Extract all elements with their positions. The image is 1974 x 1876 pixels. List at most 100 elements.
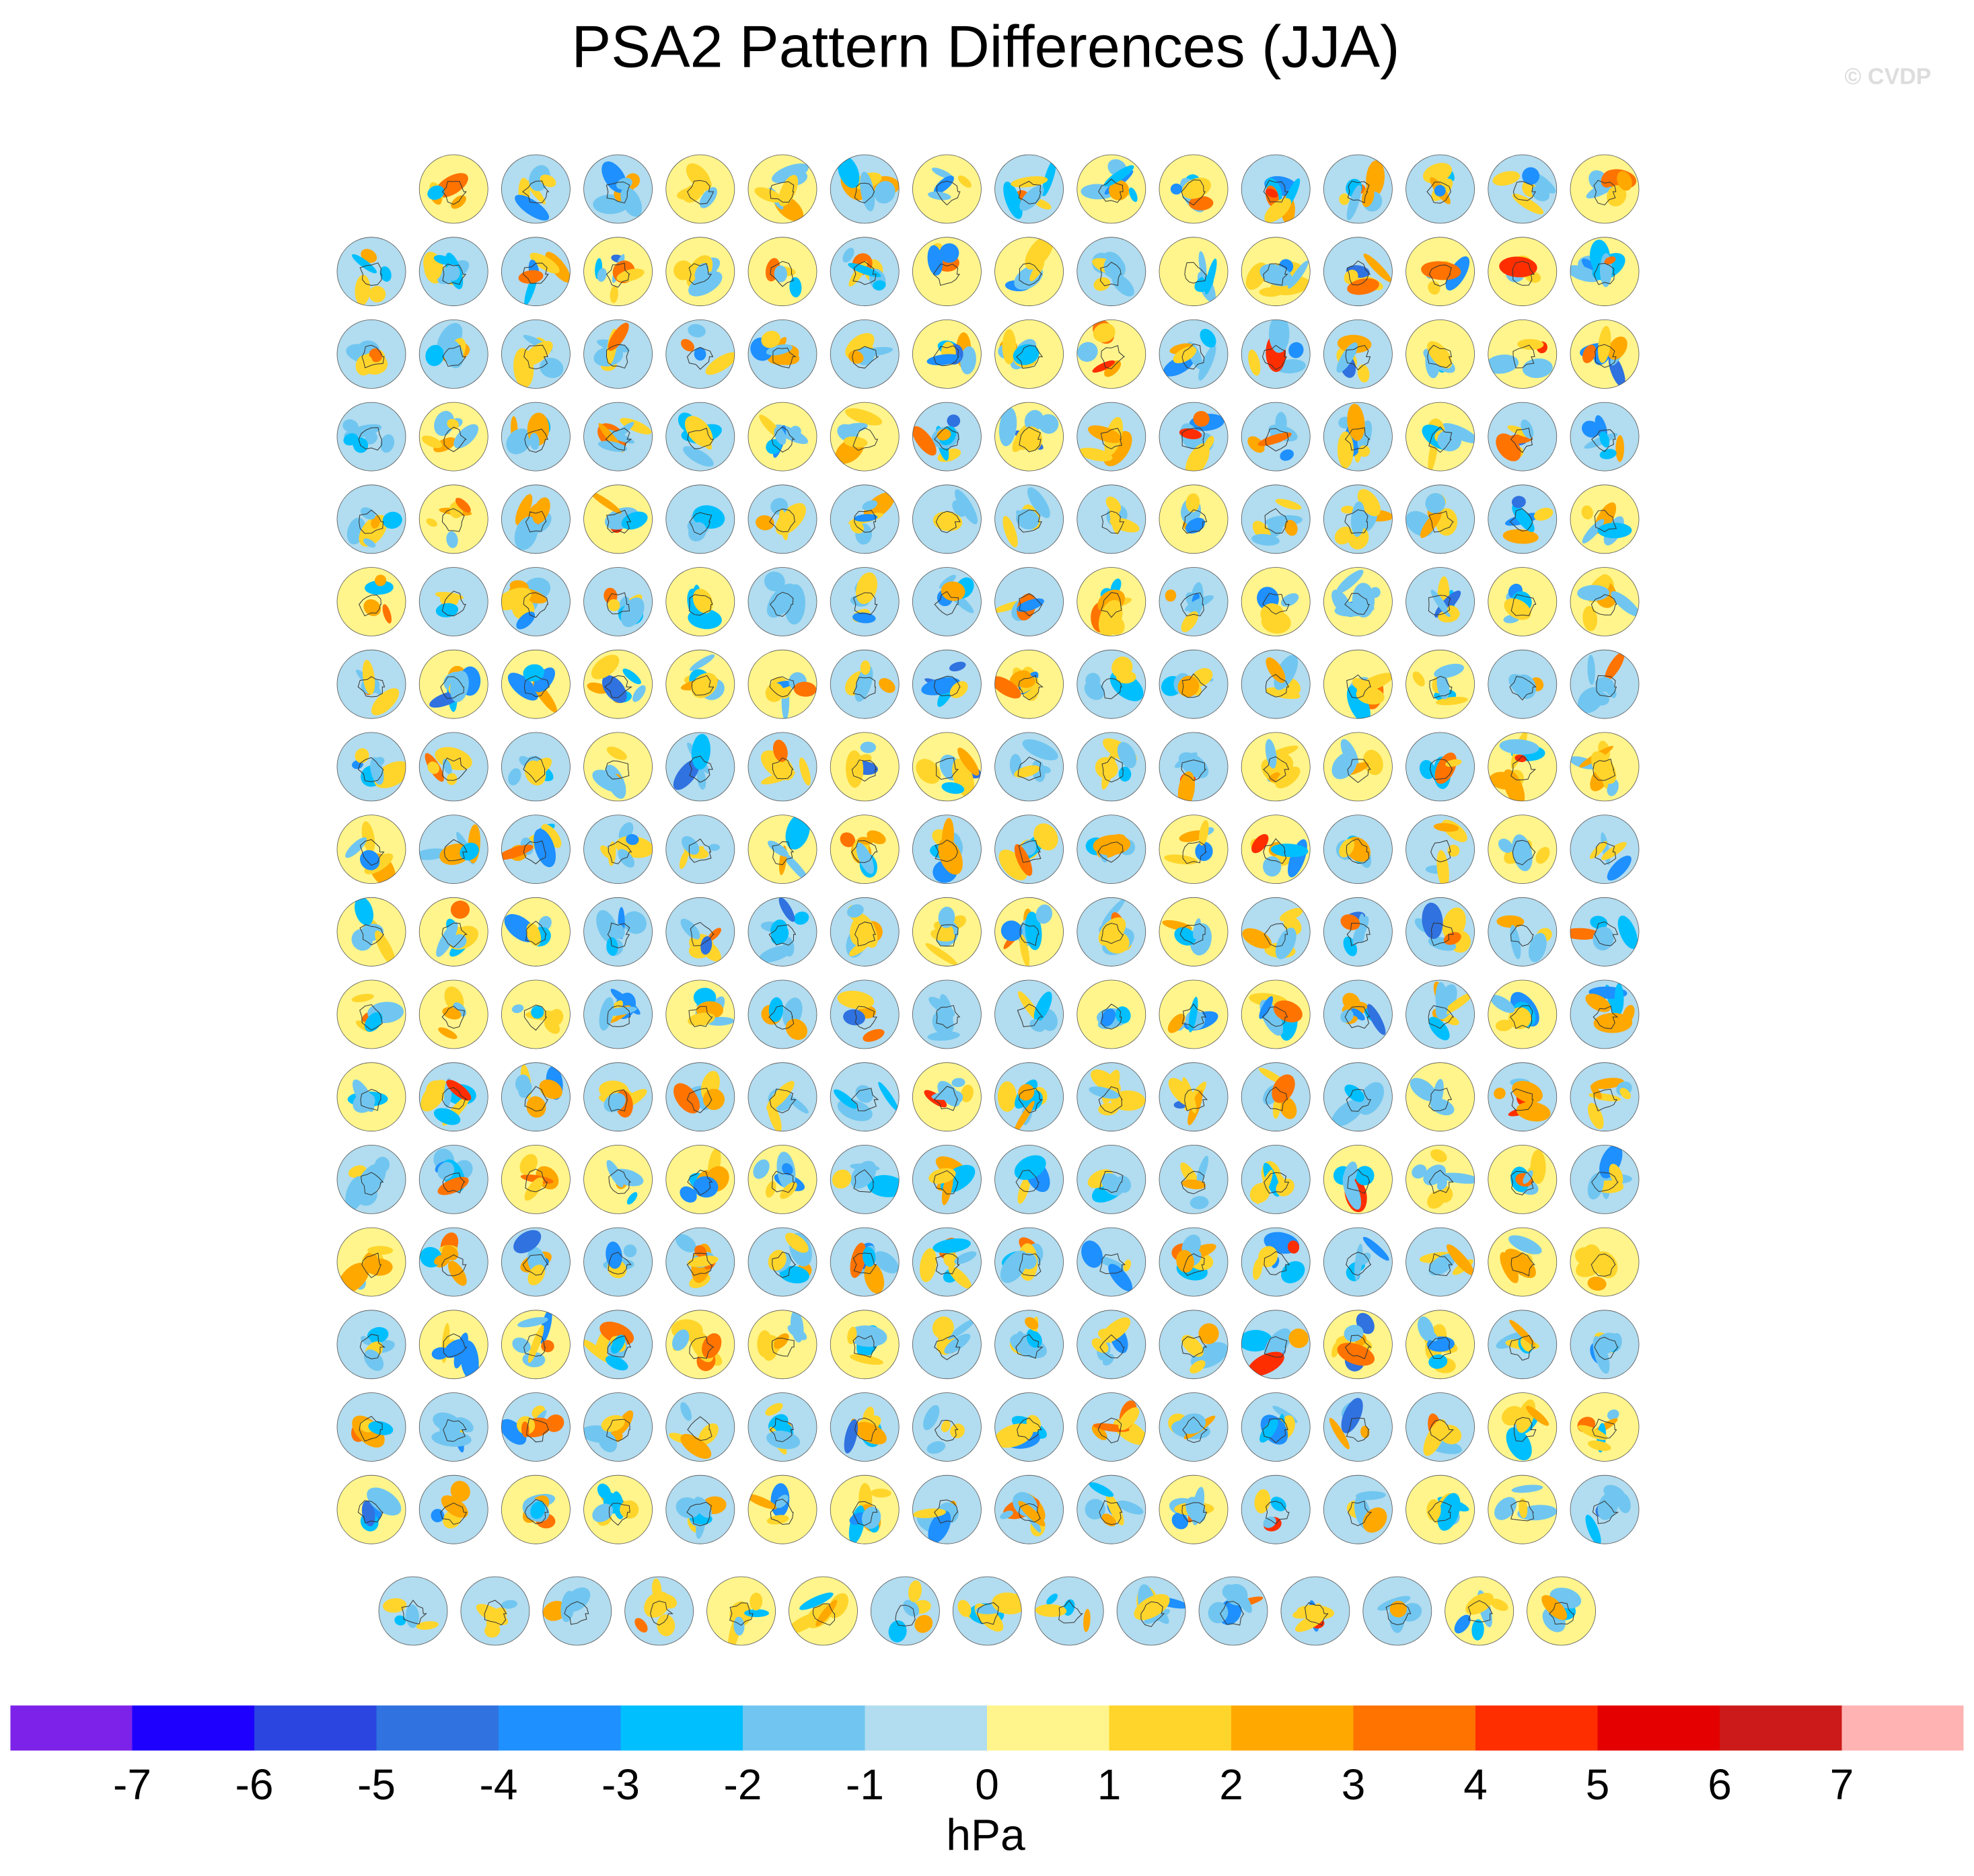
map-border: [501, 1145, 571, 1214]
map-anomaly: [1287, 1240, 1300, 1254]
coastline: [1510, 755, 1537, 780]
coastline: [1346, 1252, 1372, 1276]
map-anomaly: [863, 492, 895, 520]
map-anomaly: [691, 734, 710, 770]
map-anomaly: [1587, 1172, 1604, 1200]
map-border: [994, 1474, 1064, 1544]
map-panel: [337, 237, 406, 306]
map-border: [994, 320, 1064, 389]
map-border: [994, 484, 1064, 554]
coastline: [852, 261, 877, 285]
coastline: [689, 1336, 715, 1359]
map-panel: [337, 980, 406, 1049]
map-anomaly: [1585, 993, 1611, 1012]
map-anomaly: [679, 850, 688, 869]
map-anomaly: [1196, 1156, 1209, 1185]
map-anomaly: [863, 1028, 885, 1042]
map-border: [1241, 979, 1311, 1049]
coastline: [1509, 508, 1533, 532]
map-anomaly: [957, 747, 980, 776]
map-panel: [1323, 1475, 1393, 1544]
map-border: [665, 732, 735, 802]
map-anomaly: [618, 849, 634, 868]
map-panel: [994, 1475, 1064, 1544]
map-anomaly: [1164, 854, 1198, 865]
map-border: [501, 732, 571, 802]
map-anomaly: [1589, 841, 1607, 859]
map-border: [501, 1227, 571, 1297]
map-anomaly: [367, 1246, 394, 1255]
coastline: [1510, 924, 1534, 947]
colorbar-label: hPa: [946, 1809, 1025, 1859]
map-anomaly: [1605, 651, 1625, 681]
map-panel: [337, 650, 406, 719]
map-border: [583, 732, 653, 802]
map-anomaly: [1275, 498, 1302, 510]
map-anomaly: [343, 433, 359, 446]
map-panel: [1159, 1145, 1228, 1214]
coastline: [1016, 345, 1044, 369]
map-anomaly: [672, 1329, 690, 1351]
map-anomaly: [856, 842, 874, 874]
map-panel: [337, 1392, 406, 1462]
map-border: [994, 979, 1064, 1049]
map-panel: [337, 1310, 406, 1379]
map-anomaly: [1085, 673, 1101, 688]
coastline: [854, 182, 875, 204]
map-panel: [1570, 484, 1639, 554]
map-panel: [1323, 650, 1393, 719]
map-border: [1076, 402, 1146, 472]
map-border: [501, 1474, 571, 1544]
map-anomaly: [1492, 171, 1521, 186]
map-anomaly: [361, 1501, 375, 1527]
map-anomaly: [840, 832, 856, 848]
map-border: [994, 237, 1064, 307]
map-panel: [1241, 815, 1311, 884]
coastline: [1594, 510, 1617, 533]
map-anomaly: [682, 184, 702, 203]
map-anomaly: [1430, 1149, 1447, 1162]
map-anomaly: [433, 437, 457, 453]
map-anomaly: [616, 178, 632, 190]
map-anomaly: [1607, 185, 1627, 207]
map-anomaly: [1331, 589, 1352, 616]
map-panel: [583, 897, 653, 967]
map-border: [501, 979, 571, 1049]
map-panel: [1362, 1577, 1432, 1645]
coastline: [933, 345, 959, 367]
map-panel: [665, 732, 735, 801]
map-anomaly: [1200, 328, 1216, 348]
map-border: [1076, 1227, 1146, 1297]
map-panel: [912, 402, 982, 472]
map-anomaly: [766, 1080, 795, 1111]
map-anomaly: [1014, 843, 1033, 876]
map-anomaly: [756, 515, 774, 531]
map-panel: [912, 1228, 982, 1297]
map-border: [336, 237, 406, 307]
map-anomaly: [529, 252, 560, 274]
map-panel: [1570, 1062, 1639, 1131]
map-anomaly: [1281, 1261, 1305, 1283]
map-panel: [501, 320, 571, 389]
map-panel: [460, 1577, 529, 1645]
colorbar-tick-label: -4: [480, 1760, 518, 1809]
map-anomaly: [1499, 739, 1539, 755]
map-anomaly: [848, 350, 864, 364]
map-panel: [1241, 1145, 1311, 1214]
map-anomaly: [519, 1154, 538, 1175]
map-anomaly: [1366, 1004, 1386, 1035]
map-anomaly: [1109, 517, 1140, 533]
map-border: [1570, 237, 1640, 307]
map-anomaly: [1248, 349, 1261, 376]
map-panel: [665, 1145, 735, 1214]
map-anomaly: [515, 494, 533, 525]
map-anomaly: [673, 759, 700, 790]
map-border: [336, 320, 406, 389]
color-box: [1109, 1705, 1232, 1751]
coastline: [1181, 1502, 1208, 1524]
map-anomaly: [446, 1080, 472, 1101]
map-border: [418, 484, 488, 554]
coastline: [606, 1419, 630, 1442]
map-border: [1241, 567, 1311, 636]
map-panel: [748, 815, 817, 884]
